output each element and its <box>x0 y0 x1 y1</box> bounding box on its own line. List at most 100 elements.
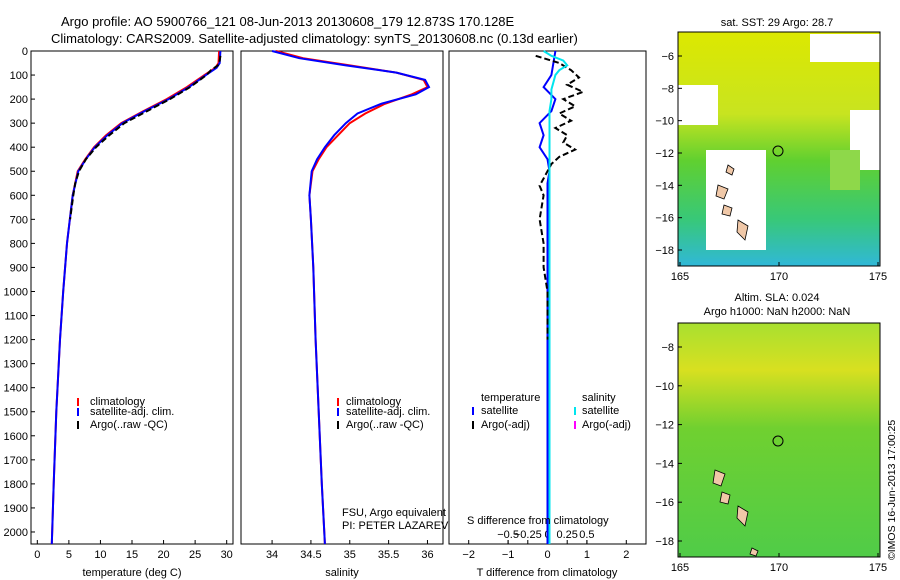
map-y-tick-label: −18 <box>655 536 674 548</box>
depth-tick-label: 300 <box>10 118 28 130</box>
sla-map: Altim. SLA: 0.024 Argo h1000: NaN h2000:… <box>655 292 887 574</box>
map-y-tick-label: −16 <box>655 497 674 509</box>
map-y-tick-label: −10 <box>655 381 674 393</box>
sst-cloud-gap <box>810 34 880 62</box>
temperature-x-tick-label: 20 <box>157 549 169 561</box>
legend-temperature-heading: temperature <box>481 392 540 404</box>
depth-tick-label: 800 <box>10 238 28 250</box>
sst-map: sat. SST: 29 Argo: 28.7 165 170 175 −6 −8 −10… <box>655 17 887 283</box>
difference-secondary-x-tick-label: −0.25 <box>514 529 542 541</box>
depth-tick-label: 1800 <box>4 479 28 491</box>
map-y-tick-label: −6 <box>661 51 674 63</box>
depth-tick-label: 1700 <box>4 455 28 467</box>
map-y-tick-label: −12 <box>655 420 674 432</box>
map-x-tick-label: 165 <box>671 271 689 283</box>
salinity-panel: 34 34.5 35 35.5 36 salinity climatology sate… <box>240 50 467 579</box>
difference-t-argo-adj--line <box>535 54 586 340</box>
map-x-tick-label: 165 <box>671 562 689 574</box>
temperature-argo-raw-qc--line <box>69 55 222 220</box>
difference-x-tick-label: 2 <box>623 549 629 561</box>
map-y-tick-label: −10 <box>655 116 674 128</box>
difference-x-ticks: −2 −1 0 1 2 <box>462 540 629 561</box>
sst-island <box>721 204 733 217</box>
salinity-x-label: salinity <box>325 567 359 579</box>
difference-x-tick-label: 0 <box>544 549 550 561</box>
salinity-x-tick-label: 34.5 <box>300 549 321 561</box>
temperature-x-tick-label: 15 <box>126 549 138 561</box>
sla-island <box>719 491 731 505</box>
depth-tick-label: 1000 <box>4 286 28 298</box>
temperature-x-tick-label: 10 <box>94 549 106 561</box>
sst-cloud-gap <box>706 150 766 250</box>
depth-tick-label: 0 <box>22 46 28 58</box>
depth-axis-ticks: 0 100 200 300 400 500 600 700 800 900 1000 1100 1200… <box>4 46 35 539</box>
map-x-tick-label: 175 <box>869 562 887 574</box>
map-x-tick-label: 170 <box>770 562 788 574</box>
map-x-tick-label: 170 <box>770 271 788 283</box>
sst-island <box>736 219 749 241</box>
depth-tick-label: 400 <box>10 142 28 154</box>
temperature-x-tick-label: 25 <box>189 549 201 561</box>
depth-tick-label: 2000 <box>4 527 28 539</box>
sla-island <box>749 547 759 557</box>
salinity-legend: climatology satellite-adj. clim. Argo(..… <box>337 396 430 431</box>
map-y-tick-label: −14 <box>655 458 674 470</box>
depth-tick-label: 600 <box>10 190 28 202</box>
map-y-tick-label: −14 <box>655 180 674 192</box>
sla-map-ticks: 165 170 175 −8 −10 −12 −14 −16 −18 <box>655 342 887 574</box>
difference-secondary-x-label: S difference from climatology <box>467 515 609 527</box>
credit-line2: PI: PETER LAZAREVICH <box>342 520 467 532</box>
difference-legend: temperature satellite Argo(-adj) salinit… <box>472 392 631 431</box>
sst-map-ticks: 165 170 175 −6 −8 −10 −12 −14 −16 −18 <box>655 51 887 283</box>
depth-tick-label: 1100 <box>4 311 28 323</box>
depth-tick-label: 1400 <box>4 383 28 395</box>
depth-tick-label: 500 <box>10 166 28 178</box>
legend-salinity-heading: salinity <box>582 392 616 404</box>
map-y-tick-label: −8 <box>661 342 674 354</box>
salinity-x-tick-label: 35 <box>344 549 356 561</box>
imos-timestamp: ©IMOS 16-Jun-2013 17:00:25 <box>886 420 898 560</box>
depth-tick-label: 700 <box>10 214 28 226</box>
map-x-tick-label: 175 <box>869 271 887 283</box>
depth-tick-label: 1200 <box>4 335 28 347</box>
map-y-tick-label: −8 <box>661 83 674 95</box>
depth-tick-label: 100 <box>10 70 28 82</box>
credit-line1: FSU, Argo equivalent <box>342 507 446 519</box>
temperature-axes-frame <box>30 50 234 545</box>
sla-island <box>712 469 726 487</box>
sla-field <box>678 323 880 557</box>
difference-x-tick-label: −1 <box>502 549 515 561</box>
map-y-tick-label: −12 <box>655 148 674 160</box>
sst-island <box>715 184 729 200</box>
difference-x-tick-label: −2 <box>462 549 475 561</box>
figure-title-line1: Argo profile: AO 5900766_121 08-Jun-2013… <box>61 14 515 29</box>
legend-satellite-label: satellite-adj. clim. <box>90 406 174 418</box>
sla-map-subtitle: Argo h1000: NaN h2000: NaN <box>704 306 851 318</box>
depth-tick-label: 200 <box>10 94 28 106</box>
salinity-axes-frame <box>240 50 444 545</box>
temperature-lines <box>50 50 222 545</box>
legend-climatology-label: climatology <box>90 396 146 408</box>
legend-argo-label: Argo(..raw -QC) <box>346 419 424 431</box>
difference-panel: −2 −1 0 1 2 −0.5−0.25 0 0.25 0.5 T difference f… <box>448 50 647 579</box>
sla-argo-marker <box>772 435 784 447</box>
map-y-tick-label: −16 <box>655 213 674 225</box>
temperature-x-ticks: 0 5 10 15 20 25 30 <box>34 540 233 561</box>
map-y-tick-label: −18 <box>655 245 674 257</box>
salinity-lines <box>271 50 431 545</box>
sst-patch <box>830 150 860 190</box>
salinity-satellite-adj-clim--line <box>271 50 431 545</box>
sla-island <box>736 505 749 527</box>
temperature-panel: 0 100 200 300 400 500 600 700 800 900 1000 1100 1200… <box>4 46 234 579</box>
depth-tick-label: 1900 <box>4 503 28 515</box>
sst-map-title: sat. SST: 29 Argo: 28.7 <box>721 17 834 29</box>
depth-tick-label: 1300 <box>4 359 28 371</box>
salinity-x-tick-label: 34 <box>266 549 278 561</box>
legend-argo-label: Argo(..raw -QC) <box>90 419 168 431</box>
depth-tick-label: 900 <box>10 262 28 274</box>
difference-x-tick-label: 1 <box>584 549 590 561</box>
sla-map-title: Altim. SLA: 0.024 <box>735 292 820 304</box>
difference-s-satellite-line <box>543 50 569 544</box>
difference-lines <box>535 50 586 544</box>
temperature-x-tick-label: 30 <box>221 549 233 561</box>
